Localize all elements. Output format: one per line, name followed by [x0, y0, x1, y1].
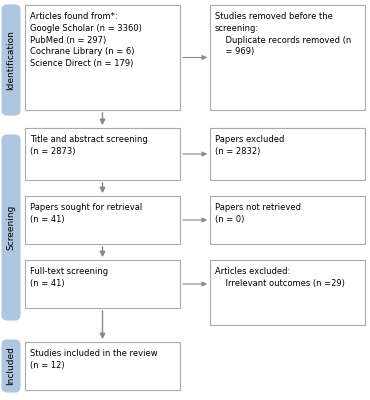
Text: Papers excluded
(n = 2832): Papers excluded (n = 2832)	[215, 135, 285, 156]
FancyBboxPatch shape	[2, 5, 20, 115]
FancyBboxPatch shape	[2, 135, 20, 320]
Bar	[210, 196, 365, 244]
Text: Papers not retrieved
(n = 0): Papers not retrieved (n = 0)	[215, 203, 301, 224]
Text: Articles excluded:
    Irrelevant outcomes (n =29): Articles excluded: Irrelevant outcomes (…	[215, 267, 345, 288]
Text: Included: Included	[7, 346, 16, 386]
Text: Articles found from*:
Google Scholar (n = 3360)
PubMed (n = 297)
Cochrane Librar: Articles found from*: Google Scholar (n …	[30, 12, 142, 68]
Text: Title and abstract screening
(n = 2873): Title and abstract screening (n = 2873)	[30, 135, 148, 156]
Bar	[210, 5, 365, 110]
Text: Studies removed before the
screening:
    Duplicate records removed (n
    = 969: Studies removed before the screening: Du…	[215, 12, 351, 56]
Bar	[25, 260, 180, 308]
Bar	[25, 196, 180, 244]
Text: Identification: Identification	[7, 30, 16, 90]
Bar	[210, 128, 365, 180]
Bar	[210, 260, 365, 325]
FancyBboxPatch shape	[2, 340, 20, 392]
Text: Full-text screening
(n = 41): Full-text screening (n = 41)	[30, 267, 108, 288]
Text: Studies included in the review
(n = 12): Studies included in the review (n = 12)	[30, 349, 158, 370]
Bar	[25, 5, 180, 110]
Text: Papers sought for retrieval
(n = 41): Papers sought for retrieval (n = 41)	[30, 203, 142, 224]
Text: Screening: Screening	[7, 205, 16, 250]
Bar	[25, 128, 180, 180]
Bar	[25, 342, 180, 390]
